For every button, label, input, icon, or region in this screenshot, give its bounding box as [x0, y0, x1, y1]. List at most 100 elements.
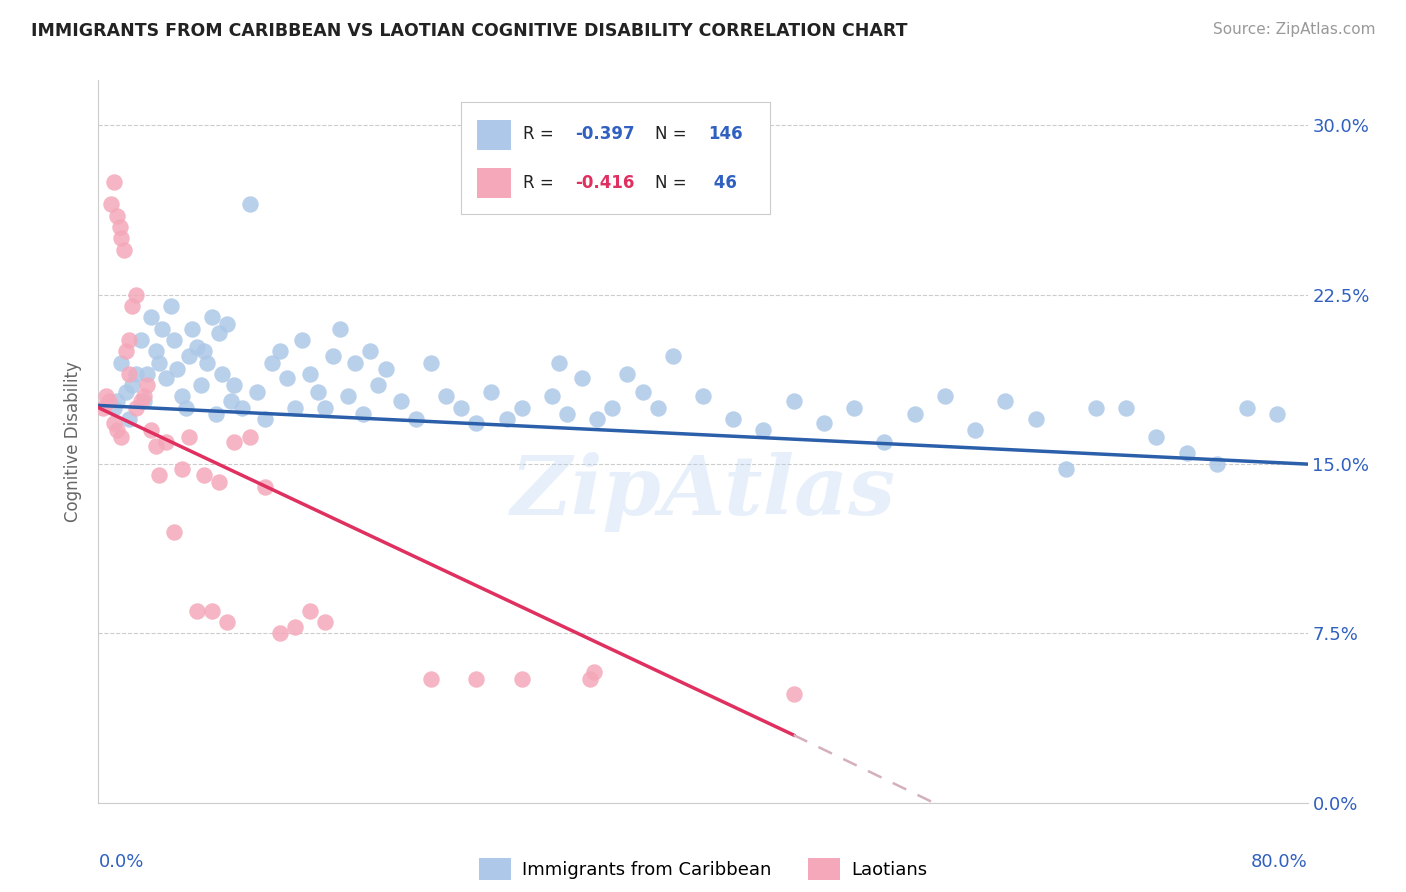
Point [647, 401, 669, 415]
Text: 80.0%: 80.0% [1251, 854, 1308, 871]
Point [215, 615, 238, 630]
Point [121, 299, 143, 313]
Point [94, 389, 117, 403]
Point [174, 401, 197, 415]
Point [420, 355, 443, 369]
Point [262, 355, 284, 369]
Point [186, 340, 208, 354]
Point [616, 367, 638, 381]
Point [465, 672, 488, 686]
Text: Source: ZipAtlas.com: Source: ZipAtlas.com [1212, 22, 1375, 37]
Point [181, 321, 204, 335]
Point [420, 672, 443, 686]
Point [1054, 461, 1077, 475]
Point [170, 389, 193, 403]
Point [141, 423, 163, 437]
Point [434, 389, 457, 403]
Point [148, 468, 170, 483]
Point [166, 362, 188, 376]
Point [352, 408, 374, 422]
Point [193, 344, 215, 359]
Point [160, 299, 183, 313]
Point [1146, 430, 1168, 444]
Point [201, 604, 224, 618]
Point [100, 197, 122, 211]
Point [1267, 408, 1289, 422]
Point [141, 310, 163, 325]
Point [193, 468, 215, 483]
Point [132, 389, 155, 403]
Point [145, 439, 167, 453]
Point [661, 349, 683, 363]
Point [221, 393, 243, 408]
Point [994, 393, 1017, 408]
Point [578, 672, 600, 686]
Point [163, 524, 186, 539]
Point [783, 687, 806, 701]
Point [299, 367, 322, 381]
Point [145, 344, 167, 359]
Point [495, 412, 517, 426]
Point [105, 423, 128, 437]
Point [125, 367, 148, 381]
Point [389, 393, 412, 408]
Point [129, 393, 152, 408]
Point [224, 378, 246, 392]
Point [752, 423, 775, 437]
Point [114, 384, 136, 399]
Point [201, 310, 224, 325]
Point [129, 333, 152, 347]
Point [135, 378, 157, 392]
Text: ZipAtlas: ZipAtlas [510, 452, 896, 533]
Point [132, 393, 155, 408]
Point [121, 378, 143, 392]
Point [1175, 446, 1198, 460]
Point [299, 604, 322, 618]
Point [211, 367, 233, 381]
Legend: Immigrants from Caribbean, Laotians: Immigrants from Caribbean, Laotians [471, 851, 935, 888]
Point [583, 665, 606, 679]
Point [215, 317, 238, 331]
Point [284, 401, 307, 415]
Point [108, 220, 131, 235]
Point [110, 355, 132, 369]
Point [246, 384, 269, 399]
Point [307, 384, 329, 399]
Point [284, 620, 307, 634]
Point [1115, 401, 1137, 415]
Point [813, 417, 835, 431]
Point [112, 243, 135, 257]
Point [276, 371, 298, 385]
Point [481, 384, 503, 399]
Point [239, 430, 262, 444]
Point [336, 389, 359, 403]
Point [510, 672, 533, 686]
Point [125, 401, 148, 415]
Point [314, 401, 336, 415]
Point [904, 408, 927, 422]
Point [329, 321, 352, 335]
Point [150, 321, 173, 335]
Point [253, 480, 276, 494]
Point [1206, 457, 1229, 471]
Point [103, 401, 125, 415]
Point [360, 344, 382, 359]
Point [1085, 401, 1108, 415]
Point [571, 371, 593, 385]
Point [555, 408, 578, 422]
Point [291, 333, 314, 347]
Point [548, 355, 571, 369]
Point [692, 389, 714, 403]
Point [602, 401, 624, 415]
Point [179, 349, 201, 363]
Point [631, 384, 654, 399]
Point [1024, 412, 1046, 426]
Point [114, 344, 136, 359]
Point [934, 389, 956, 403]
Point [163, 333, 186, 347]
Point [103, 175, 125, 189]
Point [344, 355, 367, 369]
Point [155, 434, 177, 449]
Point [465, 417, 488, 431]
Point [239, 197, 262, 211]
